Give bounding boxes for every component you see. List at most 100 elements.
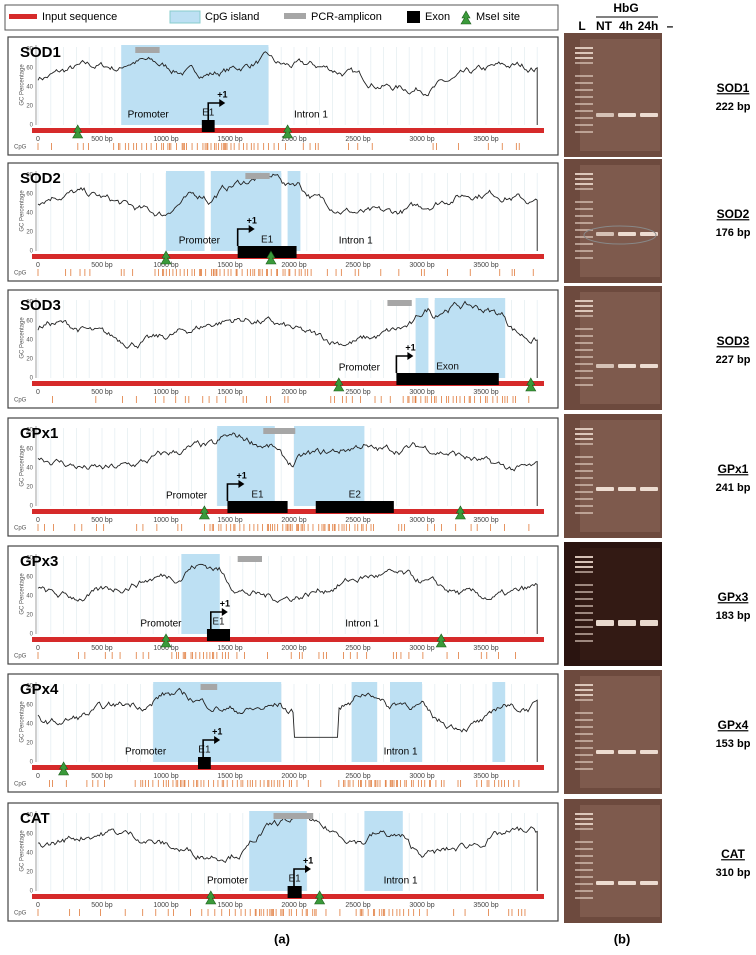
bp-tick-label: 3000 bp bbox=[409, 389, 434, 396]
gc-tick-label: 80 bbox=[26, 813, 33, 819]
band-gene: SOD1 bbox=[717, 81, 750, 95]
bp-tick-label: 1500 bp bbox=[217, 389, 242, 396]
gene-name: GPx3 bbox=[20, 553, 58, 570]
ladder-band bbox=[575, 82, 593, 84]
pcr-amplicon bbox=[200, 684, 218, 690]
ladder-band bbox=[575, 103, 593, 105]
gc-tick-label: 60 bbox=[26, 447, 33, 453]
tss-label: +1 bbox=[405, 342, 415, 352]
gel-glow bbox=[580, 165, 660, 277]
ladder-band bbox=[575, 699, 593, 701]
tss-label: +1 bbox=[220, 598, 230, 608]
exon bbox=[198, 757, 211, 769]
pcr-amplicon bbox=[263, 428, 296, 434]
gc-tick-label: 0 bbox=[30, 632, 34, 638]
msei-site bbox=[454, 505, 466, 520]
sample-band bbox=[618, 881, 636, 885]
exon-label: E1 bbox=[212, 617, 225, 628]
band-circle bbox=[583, 225, 657, 245]
gc-tick-label: 0 bbox=[30, 889, 34, 895]
lane-label: 24h bbox=[638, 19, 659, 33]
intron-label: Intron 1 bbox=[339, 236, 373, 247]
cpg-island bbox=[390, 682, 422, 762]
ladder-band bbox=[575, 498, 593, 500]
sample-band bbox=[640, 620, 658, 626]
gc-tick-label: 80 bbox=[26, 173, 33, 179]
gc-tick-label: 0 bbox=[30, 249, 34, 255]
pcr-amplicon bbox=[387, 300, 412, 306]
sample-band bbox=[618, 750, 636, 754]
bp-tick-label: 0 bbox=[36, 136, 40, 143]
gc-tick-label: 80 bbox=[26, 300, 33, 306]
bp-tick-label: 2000 bp bbox=[281, 389, 306, 396]
ladder-band bbox=[575, 566, 593, 568]
bp-tick-label: 2000 bp bbox=[281, 645, 306, 652]
sample-band bbox=[596, 750, 614, 754]
ladder-band bbox=[575, 591, 593, 593]
sample-band bbox=[640, 487, 658, 491]
ladder-band bbox=[575, 754, 593, 756]
bp-tick-label: 2000 bp bbox=[281, 902, 306, 909]
tss-arrowhead bbox=[214, 736, 221, 744]
gc-tick-label: 20 bbox=[26, 230, 33, 236]
ladder-band bbox=[575, 52, 593, 54]
ladder-band bbox=[575, 201, 593, 203]
ladder-band bbox=[575, 349, 593, 351]
gc-axis-label: GC Percentage bbox=[20, 317, 26, 359]
msei-site bbox=[265, 250, 277, 265]
ladder-band bbox=[575, 456, 593, 458]
gc-tick-label: 80 bbox=[26, 556, 33, 562]
ladder-band bbox=[575, 689, 593, 691]
bp-tick-label: 0 bbox=[36, 389, 40, 396]
panel-frame bbox=[7, 545, 559, 665]
ladder-band bbox=[575, 110, 593, 112]
bp-tick-label: 3500 bp bbox=[473, 136, 498, 143]
cpg-island bbox=[249, 811, 307, 891]
bp-tick-label: 1000 bp bbox=[153, 773, 178, 780]
pcr-amplicon bbox=[273, 813, 314, 819]
band-size: 241 bp bbox=[716, 482, 751, 494]
exon-label: E1 bbox=[251, 490, 264, 501]
pcr-amplicon bbox=[245, 173, 270, 179]
exon-label: E1 bbox=[261, 235, 274, 246]
ladder-band bbox=[575, 828, 593, 830]
bp-tick-label: 3000 bp bbox=[409, 773, 434, 780]
bp-tick-label: 1500 bp bbox=[217, 136, 242, 143]
sample-band bbox=[618, 364, 636, 368]
tss-arrowhead bbox=[305, 865, 311, 873]
tss-arrow bbox=[210, 611, 224, 629]
ladder-band bbox=[575, 117, 593, 119]
bp-tick-label: 3000 bp bbox=[409, 262, 434, 269]
gene-name: SOD3 bbox=[20, 297, 61, 314]
ladder-band bbox=[575, 876, 593, 878]
band-size: 153 bp bbox=[716, 738, 751, 750]
band-gene: SOD3 bbox=[717, 334, 750, 348]
bp-tick-label: 3500 bp bbox=[473, 645, 498, 652]
msei-site bbox=[58, 761, 70, 776]
gc-tick-label: 60 bbox=[26, 319, 33, 325]
bp-tick-label: 3000 bp bbox=[409, 902, 434, 909]
ladder-band bbox=[575, 747, 593, 749]
legend-icon bbox=[169, 10, 201, 24]
gel-group: HbG bbox=[613, 1, 638, 15]
band-size: 227 bp bbox=[716, 354, 751, 366]
bp-tick-label: 1000 bp bbox=[153, 902, 178, 909]
cpg-island bbox=[217, 426, 275, 506]
bp-tick-label: 3000 bp bbox=[409, 645, 434, 652]
gc-tick-label: 60 bbox=[26, 703, 33, 709]
tss-arrow bbox=[395, 355, 410, 373]
msei-site bbox=[72, 124, 84, 139]
ladder-band bbox=[575, 768, 593, 770]
msei-site bbox=[282, 124, 294, 139]
lane-label: 4h bbox=[619, 19, 633, 33]
ladder-band bbox=[575, 433, 593, 435]
gc-curve bbox=[37, 172, 538, 251]
gc-tick-label: 20 bbox=[26, 485, 33, 491]
ladder-band bbox=[575, 897, 593, 899]
ladder-band bbox=[575, 335, 593, 337]
bp-tick-label: 0 bbox=[36, 517, 40, 524]
tss-arrowhead bbox=[238, 480, 245, 488]
intron-label: Intron 1 bbox=[384, 876, 418, 887]
ladder-band bbox=[575, 377, 593, 379]
